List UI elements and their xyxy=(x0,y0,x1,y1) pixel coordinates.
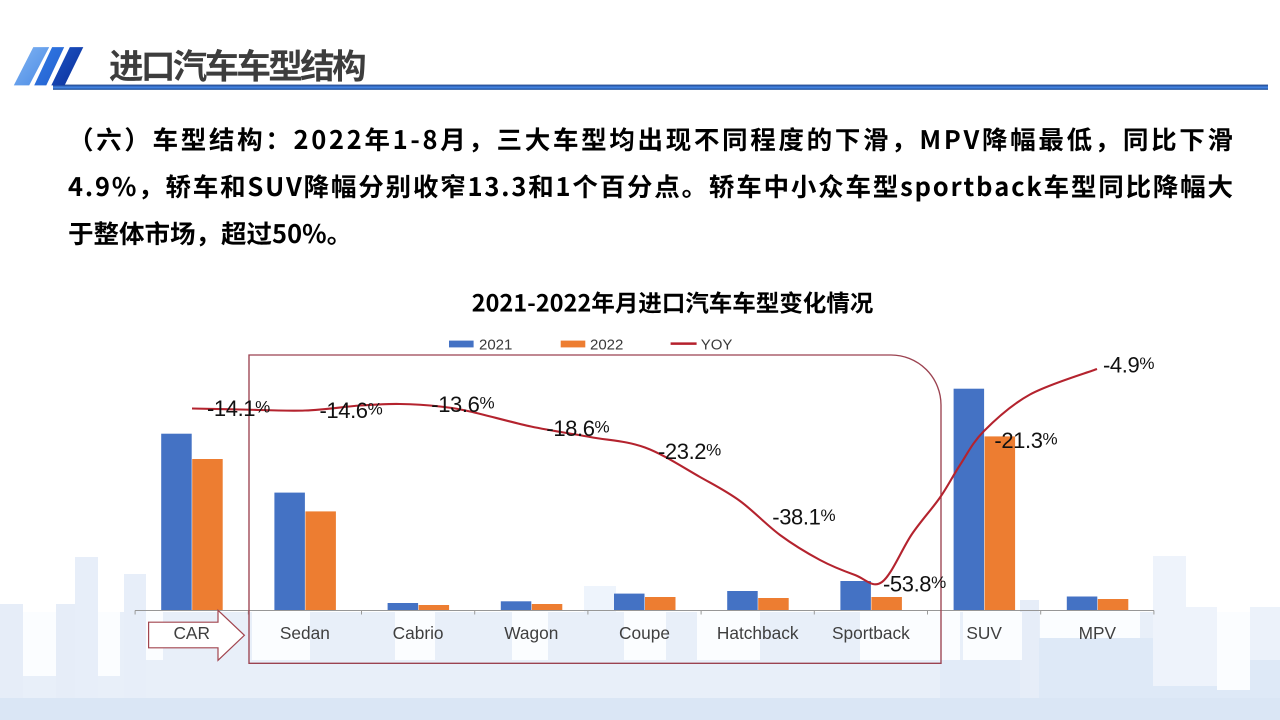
svg-text:SUV: SUV xyxy=(966,623,1002,643)
svg-text:Hatchback: Hatchback xyxy=(717,623,799,643)
svg-text:-13.6%: -13.6% xyxy=(431,392,494,417)
svg-text:Wagon: Wagon xyxy=(504,623,558,643)
svg-text:-38.1%: -38.1% xyxy=(772,505,835,530)
svg-text:-14.1%: -14.1% xyxy=(207,396,270,421)
svg-text:YOY: YOY xyxy=(701,337,733,354)
svg-text:-23.2%: -23.2% xyxy=(658,439,721,464)
svg-text:Coupe: Coupe xyxy=(619,623,670,643)
svg-text:2022: 2022 xyxy=(590,337,623,354)
svg-text:-14.6%: -14.6% xyxy=(320,398,383,423)
svg-text:Cabrio: Cabrio xyxy=(393,623,444,643)
svg-text:-21.3%: -21.3% xyxy=(994,428,1057,453)
svg-text:-53.8%: -53.8% xyxy=(883,572,946,597)
svg-text:Sportback: Sportback xyxy=(832,623,910,643)
svg-text:-4.9%: -4.9% xyxy=(1103,353,1154,378)
svg-text:-18.6%: -18.6% xyxy=(546,416,609,441)
svg-text:Sedan: Sedan xyxy=(280,623,330,643)
svg-text:CAR: CAR xyxy=(173,623,210,643)
svg-text:MPV: MPV xyxy=(1079,623,1117,643)
svg-text:2021: 2021 xyxy=(479,337,512,354)
